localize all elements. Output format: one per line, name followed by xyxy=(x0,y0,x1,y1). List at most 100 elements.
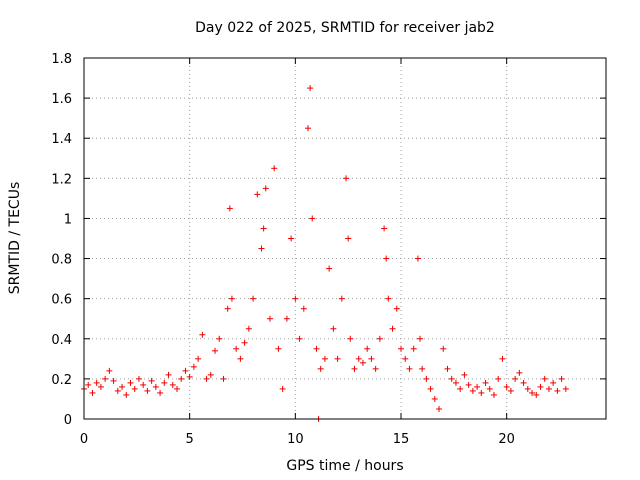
data-point xyxy=(275,345,282,352)
data-point xyxy=(529,389,536,396)
data-point xyxy=(300,305,307,312)
data-point xyxy=(345,235,352,242)
data-point xyxy=(123,391,130,398)
data-point xyxy=(305,125,312,132)
data-point xyxy=(478,389,485,396)
data-point xyxy=(406,365,413,372)
data-point xyxy=(423,375,430,382)
data-point xyxy=(271,165,278,172)
data-point xyxy=(402,355,409,362)
data-point xyxy=(347,335,354,342)
data-point xyxy=(516,369,523,376)
data-point xyxy=(89,389,96,396)
data-point xyxy=(503,383,510,390)
data-point xyxy=(351,365,358,372)
y-tick-label: 0.8 xyxy=(51,253,72,268)
data-point xyxy=(296,335,303,342)
y-axis-label: SRMTID / TECUs xyxy=(7,182,23,295)
data-point xyxy=(127,379,134,386)
data-point xyxy=(440,345,447,352)
data-point xyxy=(533,391,540,398)
data-point xyxy=(313,345,320,352)
data-point xyxy=(414,255,421,262)
data-point xyxy=(486,385,493,392)
data-point xyxy=(372,365,379,372)
data-point xyxy=(444,365,451,372)
y-tick-label: 1.4 xyxy=(51,132,72,147)
data-point xyxy=(207,371,214,378)
plot-frame xyxy=(83,57,607,420)
data-point xyxy=(474,383,481,390)
data-point xyxy=(288,235,295,242)
data-point xyxy=(338,295,345,302)
data-point xyxy=(343,175,350,182)
chart-title: Day 022 of 2025, SRMTID for receiver jab… xyxy=(195,20,495,36)
data-point xyxy=(140,381,147,388)
data-point xyxy=(169,381,176,388)
data-point xyxy=(241,339,248,346)
data-point xyxy=(321,355,328,362)
data-point xyxy=(537,383,544,390)
data-point xyxy=(368,355,375,362)
data-point xyxy=(410,345,417,352)
x-axis-label: GPS time / hours xyxy=(286,458,403,474)
data-point xyxy=(550,379,557,386)
data-point xyxy=(292,295,299,302)
data-point xyxy=(520,379,527,386)
data-point xyxy=(224,305,231,312)
data-point xyxy=(334,355,341,362)
data-point xyxy=(465,381,472,388)
data-point xyxy=(226,205,233,212)
y-tick-label: 0.4 xyxy=(51,333,72,348)
data-point xyxy=(452,379,459,386)
data-point xyxy=(97,383,104,390)
data-point xyxy=(114,387,121,394)
data-point xyxy=(461,371,468,378)
y-tick-label: 1.8 xyxy=(51,52,72,67)
x-tick-label: 10 xyxy=(287,432,304,447)
y-tick-label: 0 xyxy=(64,413,72,428)
data-point xyxy=(258,245,265,252)
data-point xyxy=(148,377,155,384)
data-point xyxy=(512,375,519,382)
data-point xyxy=(283,315,290,322)
data-point xyxy=(254,191,261,198)
data-point xyxy=(182,367,189,374)
data-point xyxy=(393,305,400,312)
data-point xyxy=(131,385,138,392)
data-point xyxy=(279,385,286,392)
data-point xyxy=(165,371,172,378)
data-point xyxy=(178,375,185,382)
data-point xyxy=(545,385,552,392)
data-point xyxy=(482,379,489,386)
data-point xyxy=(495,375,502,382)
data-point xyxy=(173,385,180,392)
data-point xyxy=(212,347,219,354)
data-point xyxy=(317,365,324,372)
data-point xyxy=(326,265,333,272)
data-point xyxy=(469,387,476,394)
y-tick-label: 0.6 xyxy=(51,293,72,308)
data-point xyxy=(152,383,159,390)
data-point xyxy=(85,381,92,388)
data-point xyxy=(233,345,240,352)
data-point xyxy=(250,295,257,302)
data-point xyxy=(385,295,392,302)
data-point xyxy=(389,325,396,332)
data-point xyxy=(216,335,223,342)
data-point xyxy=(102,375,109,382)
data-point xyxy=(203,375,210,382)
data-point xyxy=(499,355,506,362)
data-point xyxy=(157,389,164,396)
data-point xyxy=(490,391,497,398)
data-point xyxy=(186,373,193,380)
data-point xyxy=(266,315,273,322)
data-point xyxy=(431,395,438,402)
y-tick-label: 0.2 xyxy=(51,373,72,388)
data-point xyxy=(228,295,235,302)
data-point xyxy=(436,405,443,412)
x-tick-label: 0 xyxy=(80,432,88,447)
data-point xyxy=(524,385,531,392)
data-points xyxy=(81,85,569,422)
